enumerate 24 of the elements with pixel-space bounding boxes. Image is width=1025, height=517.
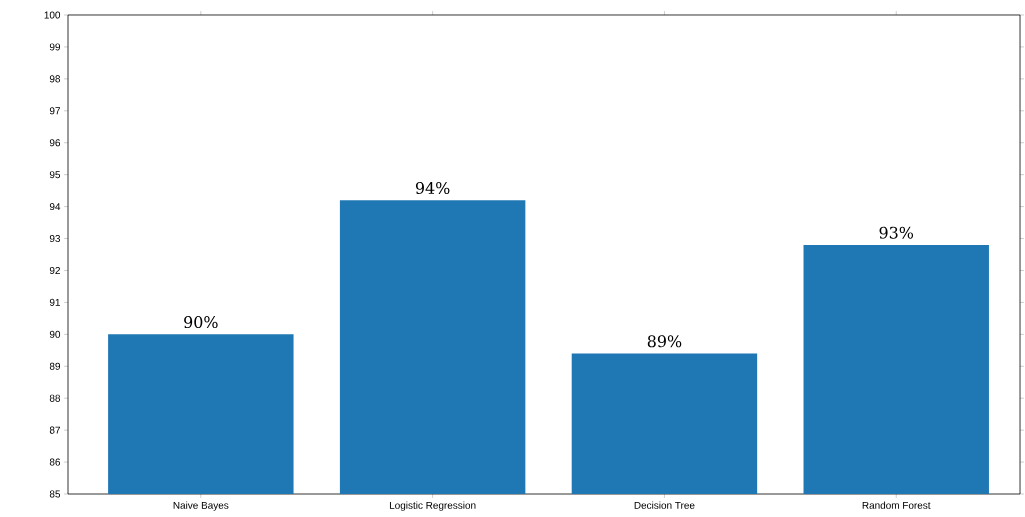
y-tick-label: 91 [49,298,60,306]
x-tick-label: Decision Tree [634,501,695,509]
data-label: 94% [415,181,450,194]
y-tick-label: 87 [49,426,60,434]
y-tick-label: 94 [49,203,61,211]
data-label: 89% [647,335,682,348]
y-tick-label: 86 [49,458,61,466]
x-tick-label: Logistic Regression [389,501,476,511]
y-tick-label: 92 [49,266,60,274]
y-tick-label: 97 [49,107,60,115]
data-label: 93% [879,226,914,239]
y-tick-label: 90 [49,330,61,338]
y-tick-label: 89 [49,362,61,370]
x-tick-label: Random Forest [862,501,931,509]
y-tick-label: 85 [49,490,61,498]
y-tick-label: 98 [49,75,61,83]
y-tick-label: 95 [49,171,61,179]
data-label: 90% [184,316,218,329]
y-tick-label: 88 [49,394,61,402]
y-tick-label: 93 [49,235,61,243]
x-tick-label: Naive Bayes [173,501,229,511]
y-tick-label: 96 [49,139,61,147]
y-tick-label: 99 [49,43,61,51]
y-tick-label: 100 [44,11,61,19]
